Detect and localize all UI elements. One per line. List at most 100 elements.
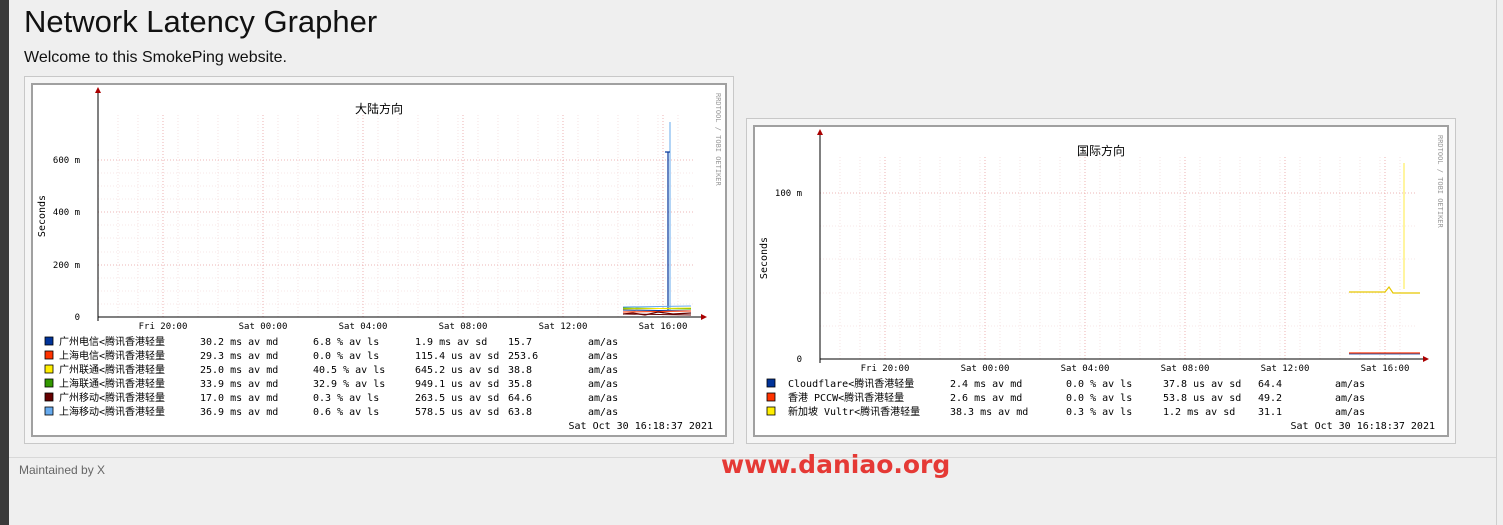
legend-label: 广州联通<腾讯香港轻量 [59, 363, 165, 376]
footer-divider [9, 457, 1496, 458]
legend-med: 36.9 ms av md [200, 407, 278, 418]
x-tick-label: Sat 00:00 [239, 322, 288, 332]
graph-card-mainland[interactable]: 600 m 400 m 200 m 0 Fri 20:00 Sat 00:00 Sat 04… [24, 76, 734, 444]
chart-title: 大陆方向 [355, 101, 403, 116]
legend-label: 广州电信<腾讯香港轻量 [59, 335, 165, 348]
x-tick-label: Sat 00:00 [961, 364, 1010, 374]
x-tick-label: Fri 20:00 [139, 322, 188, 332]
legend-ratio: 64.4 [1258, 379, 1282, 390]
footer-maintained: Maintained by X [19, 463, 106, 477]
y-axis-arrow [817, 129, 823, 135]
legend-label: Cloudflare<腾讯香港轻量 [788, 377, 914, 390]
x-tick-label: Sat 04:00 [339, 322, 388, 332]
legend-ratio: 38.8 [508, 365, 532, 376]
y-tick-label: 400 m [53, 208, 80, 218]
legend-swatch [44, 336, 54, 346]
series-trace [622, 313, 692, 316]
latency-graph-mainland: 600 m 400 m 200 m 0 Fri 20:00 Sat 00:00 Sat 04… [31, 83, 727, 437]
series-trace-gz-mobile [622, 311, 692, 316]
chart-title: 国际方向 [1077, 143, 1125, 158]
legend-ratio: 35.8 [508, 379, 532, 390]
graph-timestamp: Sat Oct 30 16:18:37 2021 [569, 421, 714, 432]
x-tick-label: Sat 12:00 [539, 322, 588, 332]
legend-label: 新加坡 Vultr<腾讯香港轻量 [788, 405, 920, 418]
legend-swatch [44, 350, 54, 360]
x-tick-label: Sat 16:00 [1361, 364, 1410, 374]
legend-unit: am/as [588, 337, 618, 348]
legend-swatch [44, 406, 54, 416]
x-tick-label: Sat 16:00 [639, 322, 688, 332]
y-tick-label: 200 m [53, 261, 80, 271]
legend-med: 2.4 ms av md [950, 379, 1022, 390]
legend-ratio: 31.1 [1258, 407, 1282, 418]
legend-loss: 0.3 % av ls [1066, 407, 1132, 418]
graph-card-international[interactable]: 100 m 0 Fri 20:00 Sat 00:00 Sat 04:00 Sat 08:… [746, 118, 1456, 444]
legend-loss: 0.0 % av ls [1066, 393, 1132, 404]
legend-med: 25.0 ms av md [200, 365, 278, 376]
welcome-text: Welcome to this SmokePing website. [24, 49, 287, 66]
y-tick-label: 100 m [775, 189, 802, 199]
legend-unit: am/as [588, 407, 618, 418]
x-tick-label: Sat 08:00 [1161, 364, 1210, 374]
x-tick-label: Sat 04:00 [1061, 364, 1110, 374]
x-tick-label: Fri 20:00 [861, 364, 910, 374]
legend-ratio: 63.8 [508, 407, 532, 418]
legend-label: 上海移动<腾讯香港轻量 [59, 405, 165, 418]
y-tick-label: 0 [797, 355, 802, 365]
legend-unit: am/as [1335, 393, 1365, 404]
legend-sd: 949.1 us av sd [415, 379, 499, 390]
legend-unit: am/as [588, 393, 618, 404]
legend-swatch [44, 378, 54, 388]
legend-sd: 1.9 ms av sd [415, 337, 487, 348]
latency-chart-mainland: 600 m 400 m 200 m 0 Fri 20:00 Sat 00:00 Sat 04… [37, 87, 722, 432]
x-tick-label: Sat 08:00 [439, 322, 488, 332]
legend-med: 17.0 ms av md [200, 393, 278, 404]
legend-loss: 0.6 % av ls [313, 407, 379, 418]
legend-med: 30.2 ms av md [200, 337, 278, 348]
latency-chart-international: 100 m 0 Fri 20:00 Sat 00:00 Sat 04:00 Sat 08:… [759, 129, 1444, 432]
legend-label: 广州移动<腾讯香港轻量 [59, 391, 165, 404]
legend-sd: 578.5 us av sd [415, 407, 499, 418]
x-tick-label: Sat 12:00 [1261, 364, 1310, 374]
legend-ratio: 64.6 [508, 393, 532, 404]
legend-unit: am/as [1335, 379, 1365, 390]
legend-sd: 1.2 ms av sd [1163, 407, 1235, 418]
legend-unit: am/as [588, 351, 618, 362]
legend-ratio: 15.7 [508, 337, 532, 348]
y-axis-arrow [95, 87, 101, 93]
legend-loss: 0.0 % av ls [313, 351, 379, 362]
legend-ratio: 253.6 [508, 351, 538, 362]
legend-swatch [766, 378, 776, 388]
series-trace [622, 305, 692, 308]
graph-timestamp: Sat Oct 30 16:18:37 2021 [1291, 421, 1436, 432]
legend-loss: 0.0 % av ls [1066, 379, 1132, 390]
legend-swatch [766, 406, 776, 416]
legend-loss: 32.9 % av ls [313, 379, 385, 390]
legend-unit: am/as [588, 379, 618, 390]
legend-label: 香港 PCCW<腾讯香港轻量 [788, 391, 904, 404]
legend-loss: 0.3 % av ls [313, 393, 379, 404]
legend-label: 上海联通<腾讯香港轻量 [59, 377, 165, 390]
x-axis-arrow [701, 314, 707, 320]
rrdtool-credit: RRDTOOL / TOBI OETIKER [1436, 135, 1444, 229]
legend-swatch [44, 364, 54, 374]
y-axis-label: Seconds [759, 237, 770, 279]
legend-med: 29.3 ms av md [200, 351, 278, 362]
left-edge-bar [0, 0, 9, 525]
legend-med: 38.3 ms av md [950, 407, 1028, 418]
legend-label: 上海电信<腾讯香港轻量 [59, 349, 165, 362]
legend-unit: am/as [1335, 407, 1365, 418]
watermark-text: www.daniao.org [721, 450, 951, 479]
legend-unit: am/as [588, 365, 618, 376]
legend-loss: 6.8 % av ls [313, 337, 379, 348]
series-trace-singapore [1349, 285, 1420, 294]
series-trace [622, 310, 692, 313]
legend-sd: 115.4 us av sd [415, 351, 499, 362]
legend-sd: 645.2 us av sd [415, 365, 499, 376]
legend-med: 33.9 ms av md [200, 379, 278, 390]
right-edge-line [1496, 0, 1497, 525]
page-title: Network Latency Grapher [24, 4, 378, 39]
rrdtool-credit: RRDTOOL / TOBI OETIKER [714, 93, 722, 187]
legend-med: 2.6 ms av md [950, 393, 1022, 404]
y-axis-label: Seconds [37, 195, 48, 237]
